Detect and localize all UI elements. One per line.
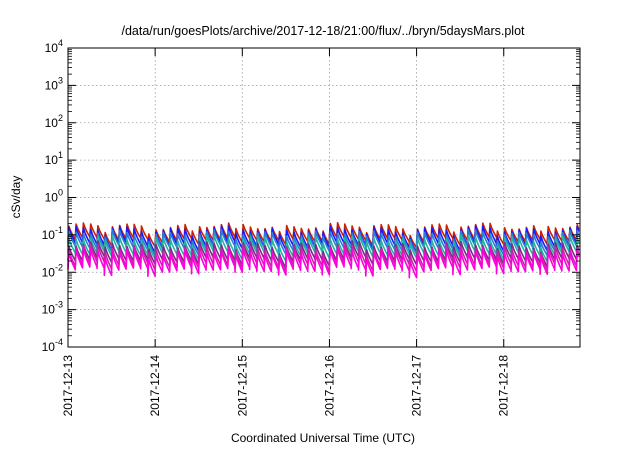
y-tick-label: 101 (45, 150, 63, 167)
y-tick-label: 10-3 (42, 300, 63, 317)
y-tick-label: 10-4 (42, 337, 63, 354)
y-tick-label: 103 (45, 75, 63, 92)
x-axis-label: Coordinated Universal Time (UTC) (231, 431, 415, 445)
series-line (67, 228, 580, 257)
series-line (67, 234, 580, 263)
series-line (67, 225, 580, 254)
y-tick-label: 102 (45, 113, 63, 130)
ticks (67, 47, 580, 348)
plot-area (67, 47, 581, 348)
x-tick-label: 2017-12-16 (322, 355, 336, 417)
series-lines (67, 222, 580, 279)
y-tick-label: 100 (45, 188, 63, 205)
y-axis-label: cSv/day (9, 176, 23, 219)
x-tick-label: 2017-12-17 (410, 355, 424, 417)
y-tick-label: 10-1 (42, 225, 63, 242)
chart-title: /data/run/goesPlots/archive/2017-12-18/2… (121, 24, 525, 38)
series-line (67, 247, 580, 279)
x-tick-label: 2017-12-13 (61, 355, 75, 417)
y-tick-label: 104 (45, 38, 63, 55)
x-tick-label: 2017-12-18 (497, 355, 511, 417)
x-tick-label: 2017-12-15 (235, 355, 249, 417)
y-tick-label: 10-2 (42, 262, 63, 279)
y-tick-labels: 104 103 102 101 100 10-1 10-2 10-3 10-4 (42, 38, 63, 354)
x-tick-label: 2017-12-14 (148, 355, 162, 417)
x-tick-labels: 2017-12-13 2017-12-14 2017-12-15 2017-12-16… (61, 355, 511, 417)
